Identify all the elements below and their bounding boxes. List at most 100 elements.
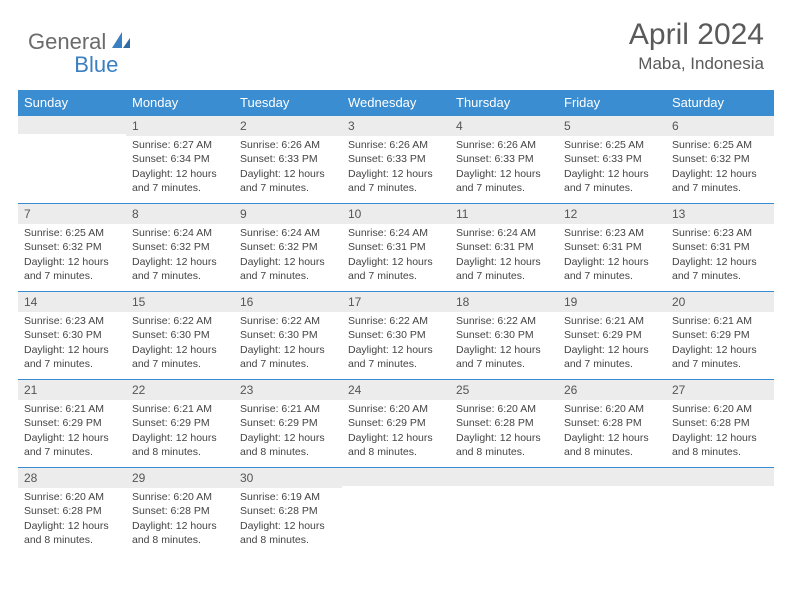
day-content: Sunrise: 6:26 AMSunset: 6:33 PMDaylight:…	[450, 136, 558, 199]
day-number: 15	[126, 291, 234, 312]
sunset-line: Sunset: 6:29 PM	[240, 416, 336, 430]
sunrise-line: Sunrise: 6:23 AM	[24, 314, 120, 328]
calendar-week-row: 1Sunrise: 6:27 AMSunset: 6:34 PMDaylight…	[18, 115, 774, 203]
day-number: 8	[126, 203, 234, 224]
calendar-cell: 21Sunrise: 6:21 AMSunset: 6:29 PMDayligh…	[18, 379, 126, 467]
daylight-line: Daylight: 12 hours and 8 minutes.	[132, 519, 228, 547]
daylight-line: Daylight: 12 hours and 8 minutes.	[240, 431, 336, 459]
sunrise-line: Sunrise: 6:23 AM	[564, 226, 660, 240]
day-content: Sunrise: 6:22 AMSunset: 6:30 PMDaylight:…	[450, 312, 558, 375]
day-number: 23	[234, 379, 342, 400]
day-content: Sunrise: 6:25 AMSunset: 6:33 PMDaylight:…	[558, 136, 666, 199]
day-content: Sunrise: 6:24 AMSunset: 6:31 PMDaylight:…	[342, 224, 450, 287]
calendar-cell: 7Sunrise: 6:25 AMSunset: 6:32 PMDaylight…	[18, 203, 126, 291]
day-content: Sunrise: 6:20 AMSunset: 6:28 PMDaylight:…	[450, 400, 558, 463]
day-content: Sunrise: 6:20 AMSunset: 6:28 PMDaylight:…	[666, 400, 774, 463]
day-content: Sunrise: 6:27 AMSunset: 6:34 PMDaylight:…	[126, 136, 234, 199]
calendar-cell: 6Sunrise: 6:25 AMSunset: 6:32 PMDaylight…	[666, 115, 774, 203]
sunset-line: Sunset: 6:33 PM	[348, 152, 444, 166]
location: Maba, Indonesia	[629, 54, 764, 74]
day-content: Sunrise: 6:23 AMSunset: 6:30 PMDaylight:…	[18, 312, 126, 375]
daylight-line: Daylight: 12 hours and 7 minutes.	[24, 255, 120, 283]
sunrise-line: Sunrise: 6:20 AM	[24, 490, 120, 504]
daylight-line: Daylight: 12 hours and 8 minutes.	[564, 431, 660, 459]
empty-day	[18, 115, 126, 134]
sunrise-line: Sunrise: 6:21 AM	[672, 314, 768, 328]
daylight-line: Daylight: 12 hours and 7 minutes.	[456, 255, 552, 283]
sunset-line: Sunset: 6:32 PM	[24, 240, 120, 254]
sunset-line: Sunset: 6:33 PM	[240, 152, 336, 166]
weekday-header: Saturday	[666, 90, 774, 115]
day-content: Sunrise: 6:25 AMSunset: 6:32 PMDaylight:…	[666, 136, 774, 199]
calendar-cell: 9Sunrise: 6:24 AMSunset: 6:32 PMDaylight…	[234, 203, 342, 291]
calendar-cell: 1Sunrise: 6:27 AMSunset: 6:34 PMDaylight…	[126, 115, 234, 203]
day-number: 7	[18, 203, 126, 224]
sunrise-line: Sunrise: 6:19 AM	[240, 490, 336, 504]
sunrise-line: Sunrise: 6:21 AM	[24, 402, 120, 416]
day-content: Sunrise: 6:26 AMSunset: 6:33 PMDaylight:…	[234, 136, 342, 199]
daylight-line: Daylight: 12 hours and 7 minutes.	[564, 343, 660, 371]
calendar-cell: 10Sunrise: 6:24 AMSunset: 6:31 PMDayligh…	[342, 203, 450, 291]
empty-day	[450, 467, 558, 486]
sunset-line: Sunset: 6:30 PM	[348, 328, 444, 342]
calendar-cell	[450, 467, 558, 555]
logo-sail-icon	[110, 30, 132, 55]
daylight-line: Daylight: 12 hours and 8 minutes.	[456, 431, 552, 459]
calendar-cell	[18, 115, 126, 203]
sunset-line: Sunset: 6:29 PM	[564, 328, 660, 342]
day-number: 22	[126, 379, 234, 400]
calendar-cell: 3Sunrise: 6:26 AMSunset: 6:33 PMDaylight…	[342, 115, 450, 203]
day-content: Sunrise: 6:22 AMSunset: 6:30 PMDaylight:…	[234, 312, 342, 375]
sunset-line: Sunset: 6:28 PM	[456, 416, 552, 430]
daylight-line: Daylight: 12 hours and 7 minutes.	[564, 167, 660, 195]
calendar-cell: 29Sunrise: 6:20 AMSunset: 6:28 PMDayligh…	[126, 467, 234, 555]
day-content: Sunrise: 6:21 AMSunset: 6:29 PMDaylight:…	[18, 400, 126, 463]
sunrise-line: Sunrise: 6:25 AM	[24, 226, 120, 240]
sunset-line: Sunset: 6:33 PM	[456, 152, 552, 166]
calendar-cell: 28Sunrise: 6:20 AMSunset: 6:28 PMDayligh…	[18, 467, 126, 555]
calendar-cell: 12Sunrise: 6:23 AMSunset: 6:31 PMDayligh…	[558, 203, 666, 291]
day-number: 5	[558, 115, 666, 136]
logo-word2: Blue	[74, 52, 118, 78]
daylight-line: Daylight: 12 hours and 7 minutes.	[348, 343, 444, 371]
calendar-cell: 4Sunrise: 6:26 AMSunset: 6:33 PMDaylight…	[450, 115, 558, 203]
sunrise-line: Sunrise: 6:21 AM	[564, 314, 660, 328]
calendar-cell: 15Sunrise: 6:22 AMSunset: 6:30 PMDayligh…	[126, 291, 234, 379]
weekday-header: Thursday	[450, 90, 558, 115]
calendar-cell: 20Sunrise: 6:21 AMSunset: 6:29 PMDayligh…	[666, 291, 774, 379]
calendar-cell: 26Sunrise: 6:20 AMSunset: 6:28 PMDayligh…	[558, 379, 666, 467]
sunrise-line: Sunrise: 6:20 AM	[132, 490, 228, 504]
daylight-line: Daylight: 12 hours and 7 minutes.	[348, 255, 444, 283]
sunrise-line: Sunrise: 6:25 AM	[672, 138, 768, 152]
day-number: 20	[666, 291, 774, 312]
day-number: 24	[342, 379, 450, 400]
daylight-line: Daylight: 12 hours and 7 minutes.	[24, 343, 120, 371]
daylight-line: Daylight: 12 hours and 8 minutes.	[132, 431, 228, 459]
sunset-line: Sunset: 6:31 PM	[348, 240, 444, 254]
daylight-line: Daylight: 12 hours and 8 minutes.	[672, 431, 768, 459]
calendar-cell: 22Sunrise: 6:21 AMSunset: 6:29 PMDayligh…	[126, 379, 234, 467]
day-content: Sunrise: 6:25 AMSunset: 6:32 PMDaylight:…	[18, 224, 126, 287]
sunset-line: Sunset: 6:28 PM	[564, 416, 660, 430]
day-number: 6	[666, 115, 774, 136]
calendar-cell: 18Sunrise: 6:22 AMSunset: 6:30 PMDayligh…	[450, 291, 558, 379]
sunset-line: Sunset: 6:32 PM	[132, 240, 228, 254]
sunrise-line: Sunrise: 6:27 AM	[132, 138, 228, 152]
sunset-line: Sunset: 6:30 PM	[24, 328, 120, 342]
daylight-line: Daylight: 12 hours and 7 minutes.	[24, 431, 120, 459]
sunrise-line: Sunrise: 6:23 AM	[672, 226, 768, 240]
calendar-cell: 19Sunrise: 6:21 AMSunset: 6:29 PMDayligh…	[558, 291, 666, 379]
day-number: 13	[666, 203, 774, 224]
daylight-line: Daylight: 12 hours and 7 minutes.	[240, 255, 336, 283]
weekday-header: Monday	[126, 90, 234, 115]
day-content: Sunrise: 6:21 AMSunset: 6:29 PMDaylight:…	[126, 400, 234, 463]
title-block: April 2024 Maba, Indonesia	[629, 18, 764, 74]
day-content: Sunrise: 6:23 AMSunset: 6:31 PMDaylight:…	[558, 224, 666, 287]
sunrise-line: Sunrise: 6:20 AM	[672, 402, 768, 416]
day-content: Sunrise: 6:20 AMSunset: 6:29 PMDaylight:…	[342, 400, 450, 463]
calendar-cell: 2Sunrise: 6:26 AMSunset: 6:33 PMDaylight…	[234, 115, 342, 203]
calendar-header-row: SundayMondayTuesdayWednesdayThursdayFrid…	[18, 90, 774, 115]
daylight-line: Daylight: 12 hours and 7 minutes.	[348, 167, 444, 195]
day-content: Sunrise: 6:20 AMSunset: 6:28 PMDaylight:…	[126, 488, 234, 551]
day-content: Sunrise: 6:20 AMSunset: 6:28 PMDaylight:…	[18, 488, 126, 551]
